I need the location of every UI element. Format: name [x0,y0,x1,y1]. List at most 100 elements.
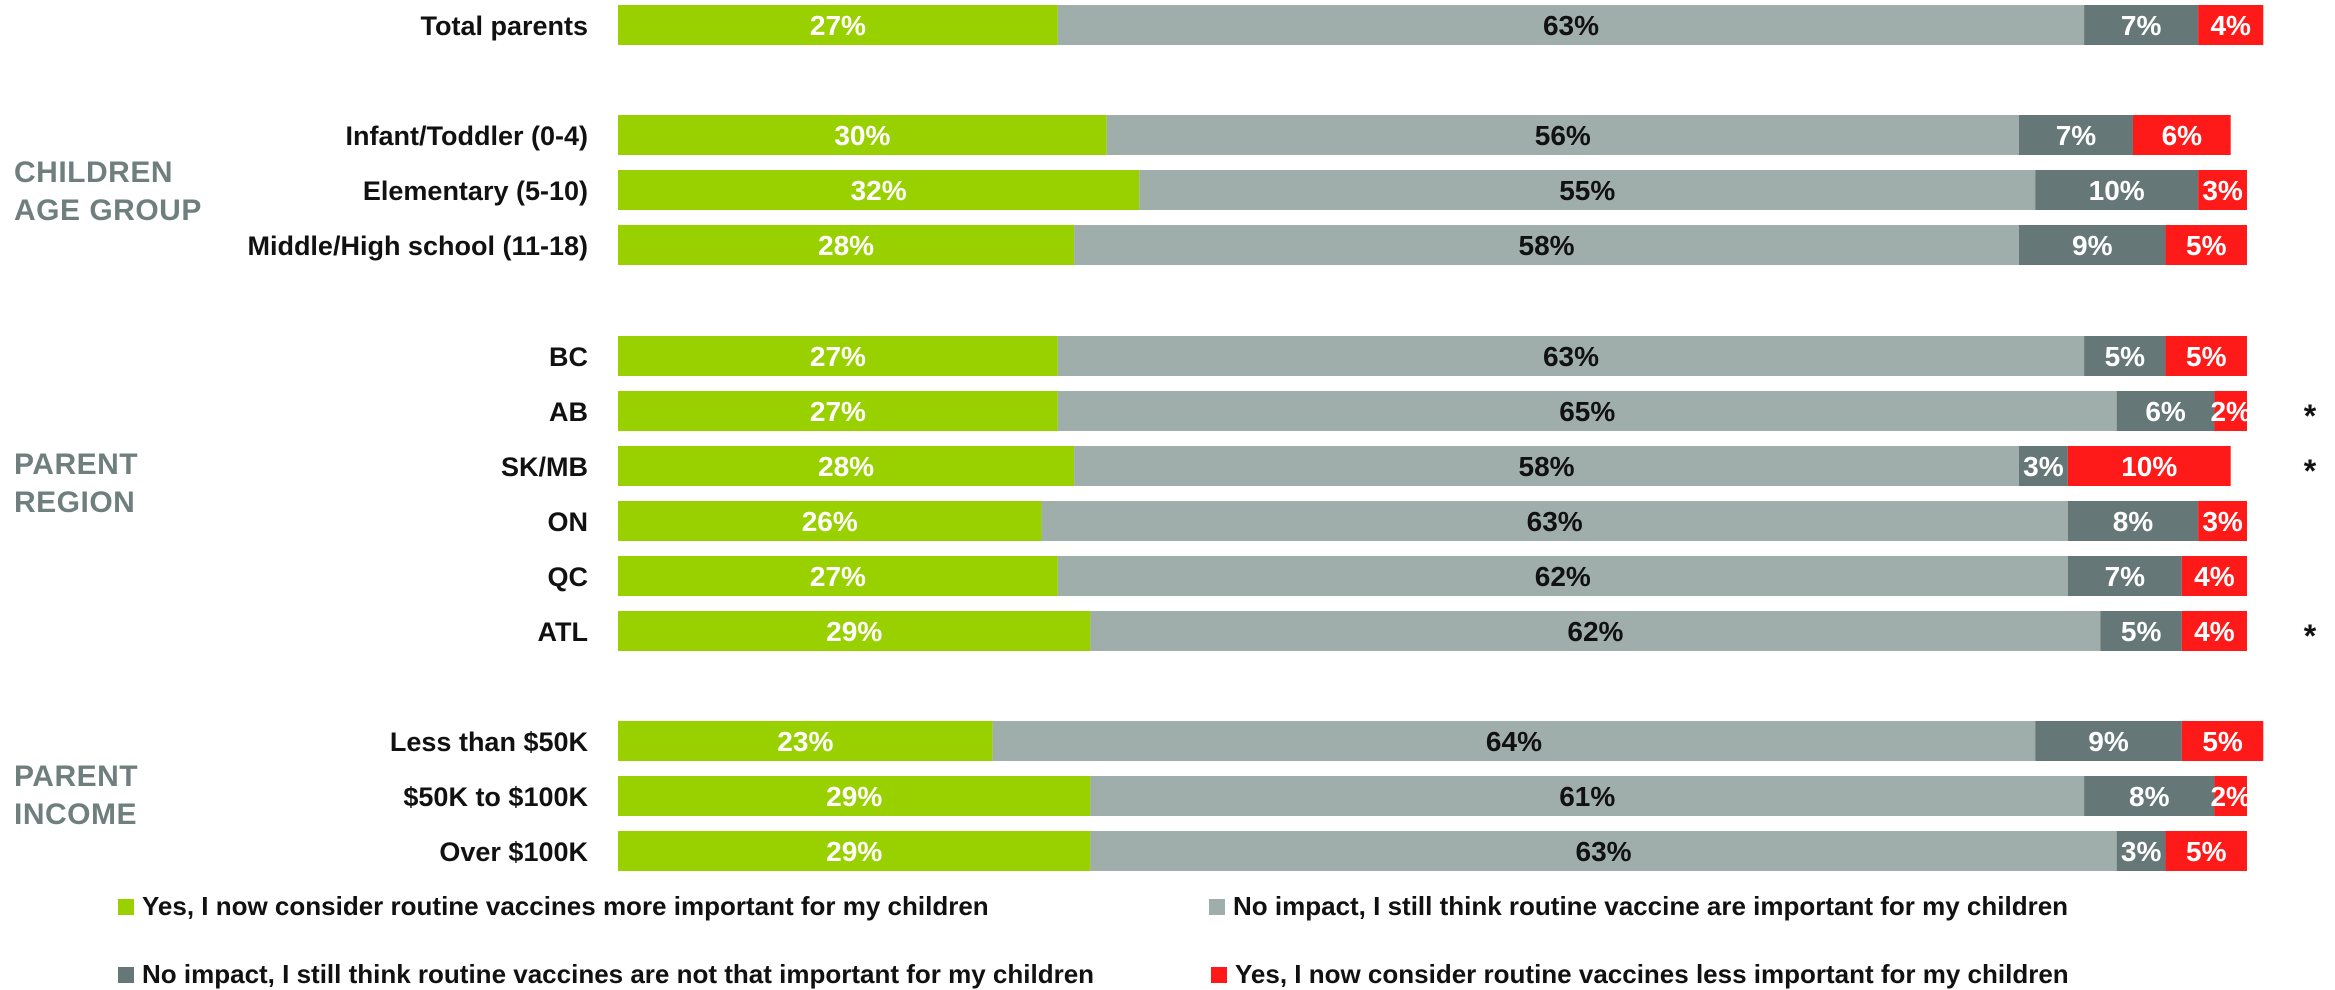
bar-segment-less-than-50k-s2 [2035,721,2182,761]
annotation-asterisk-sk-mb: * [2304,453,2317,489]
bar-segment-infant-toddler-0-4-s0 [618,115,1107,155]
bar-segment-middle-high-school-11-18-s2 [2018,225,2166,265]
legend-label-important: No impact, I still think routine vaccine… [1233,891,2069,921]
data-label-total-parents-s0: 27% [810,10,866,41]
bar-segment-atl-s2 [2100,611,2182,651]
bar-segment-bc-s2 [2084,336,2166,376]
data-label-less-than-50k-s1: 64% [1486,726,1542,757]
category-label-middle-high-school-11-18: Middle/High school (11-18) [247,231,588,261]
bar-segment-ab-s2 [2116,391,2215,431]
data-label-sk-mb-s1: 58% [1519,451,1575,482]
bar-segment-total-parents-s3 [2198,5,2264,45]
legend-swatch-more-important [118,898,134,915]
bar-segment-on-s1 [1041,501,2068,541]
bar-segment-elementary-5-10-s2 [2035,170,2199,210]
bar-segment-total-parents-s2 [2084,5,2199,45]
data-label-qc-s1: 62% [1535,561,1591,592]
category-label-infant-toddler-0-4: Infant/Toddler (0-4) [346,121,589,151]
legend-swatch-not-important [118,966,134,983]
data-label-bc-s0: 27% [810,341,866,372]
bar-segment-middle-high-school-11-18-s1 [1074,225,2019,265]
data-label-elementary-5-10-s1: 55% [1559,175,1615,206]
data-label-50k-to-100k-s2: 8% [2129,781,2170,812]
data-label-on-s2: 8% [2113,506,2154,537]
category-label-50k-to-100k: $50K to $100K [403,782,588,812]
bar-segment-over-100k-s1 [1090,831,2117,871]
bar-segment-infant-toddler-0-4-s1 [1106,115,2019,155]
category-label-qc: QC [548,562,589,592]
data-label-qc-s3: 4% [2194,561,2235,592]
bar-segment-atl-s1 [1090,611,2101,651]
legend-swatch-important [1209,898,1225,915]
bar-segment-over-100k-s2 [2116,831,2166,871]
data-label-atl-s1: 62% [1567,616,1623,647]
bar-segment-infant-toddler-0-4-s3 [2132,115,2231,155]
category-label-elementary-5-10: Elementary (5-10) [363,176,588,206]
data-label-50k-to-100k-s0: 29% [826,781,882,812]
category-label-ab: AB [549,397,588,427]
category-label-bc: BC [549,342,588,372]
bar-segment-sk-mb-s0 [618,446,1075,486]
annotation-asterisk-ab: * [2304,398,2317,434]
data-label-total-parents-s1: 63% [1543,10,1599,41]
data-label-sk-mb-s3: 10% [2121,451,2177,482]
category-label-on: ON [548,507,589,537]
data-label-total-parents-s2: 7% [2121,10,2162,41]
data-label-50k-to-100k-s3: 2% [2210,781,2251,812]
data-label-qc-s2: 7% [2105,561,2146,592]
bar-segment-elementary-5-10-s1 [1139,170,2036,210]
bar-segment-50k-to-100k-s2 [2084,776,2215,816]
bar-segment-bc-s0 [618,336,1058,376]
bar-segment-qc-s1 [1057,556,2068,596]
bar-segment-infant-toddler-0-4-s2 [2018,115,2133,155]
bar-segment-ab-s3 [2214,391,2247,431]
category-label-less-than-50k: Less than $50K [390,727,589,757]
bar-segment-elementary-5-10-s0 [618,170,1140,210]
bar-segment-qc-s3 [2181,556,2247,596]
group-label-parent-income: PARENT INCOME [14,760,139,831]
data-label-sk-mb-s0: 28% [818,451,874,482]
bar-segment-total-parents-s1 [1057,5,2085,45]
bar-segment-atl-s3 [2181,611,2247,651]
data-label-middle-high-school-11-18-s2: 9% [2072,230,2113,261]
bar-segment-qc-s2 [2067,556,2182,596]
bar-segment-ab-s0 [618,391,1058,431]
group-label-children-age-group: CHILDREN AGE GROUP [14,156,202,227]
bar-segment-atl-s0 [618,611,1091,651]
data-label-less-than-50k-s3: 5% [2202,726,2243,757]
data-label-50k-to-100k-s1: 61% [1559,781,1615,812]
data-label-ab-s3: 2% [2210,396,2251,427]
bar-segment-50k-to-100k-s3 [2214,776,2247,816]
legend-item-important: No impact, I still think routine vaccine… [1209,891,2068,922]
data-label-less-than-50k-s2: 9% [2088,726,2129,757]
legend-label-not-important: No impact, I still think routine vaccine… [142,959,1095,989]
bar-segment-middle-high-school-11-18-s3 [2165,225,2247,265]
data-label-infant-toddler-0-4-s0: 30% [834,120,890,151]
legend-item-less-important: Yes, I now consider routine vaccines les… [1211,959,2069,990]
data-label-bc-s1: 63% [1543,341,1599,372]
annotation-asterisk-atl: * [2304,618,2317,654]
data-label-infant-toddler-0-4-s1: 56% [1535,120,1591,151]
bar-segment-sk-mb-s2 [2018,446,2068,486]
legend-label-less-important: Yes, I now consider routine vaccines les… [1235,959,2069,989]
bar-segment-less-than-50k-s1 [992,721,2036,761]
data-label-bc-s2: 5% [2105,341,2146,372]
data-label-atl-s0: 29% [826,616,882,647]
data-label-ab-s2: 6% [2145,396,2186,427]
data-label-infant-toddler-0-4-s2: 7% [2056,120,2097,151]
category-label-atl: ATL [538,617,588,647]
data-label-middle-high-school-11-18-s3: 5% [2186,230,2227,261]
bar-segment-middle-high-school-11-18-s0 [618,225,1075,265]
bar-segment-less-than-50k-s3 [2181,721,2264,761]
bar-segment-total-parents-s0 [618,5,1058,45]
bar-segment-bc-s1 [1057,336,2085,376]
bar-segment-on-s2 [2067,501,2199,541]
data-label-over-100k-s3: 5% [2186,836,2227,867]
data-label-on-s3: 3% [2202,506,2243,537]
data-label-infant-toddler-0-4-s3: 6% [2162,120,2203,151]
data-label-middle-high-school-11-18-s0: 28% [818,230,874,261]
category-label-total-parents: Total parents [420,11,588,41]
data-label-on-s0: 26% [802,506,858,537]
data-label-sk-mb-s2: 3% [2023,451,2064,482]
data-label-elementary-5-10-s0: 32% [851,175,907,206]
